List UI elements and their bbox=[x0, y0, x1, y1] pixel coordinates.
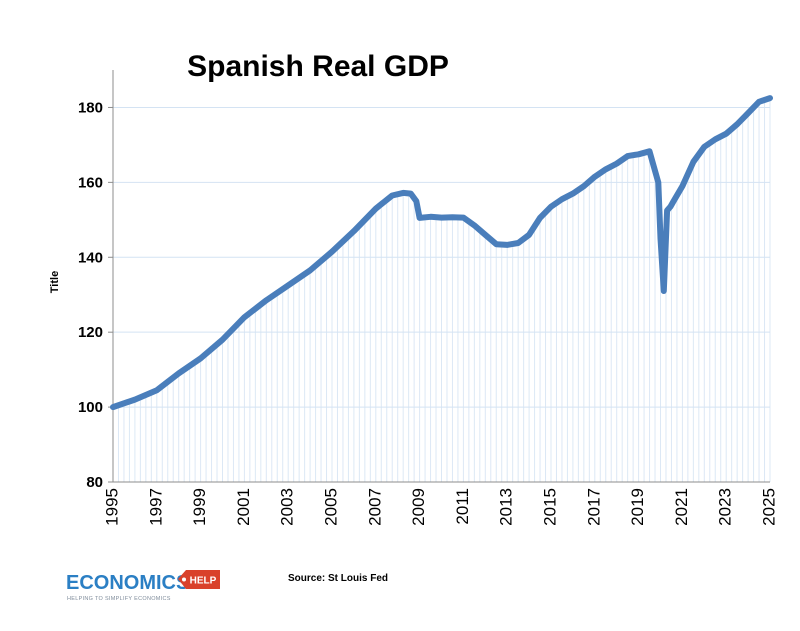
x-tick-label: 1997 bbox=[146, 488, 165, 526]
y-tick-label: 140 bbox=[78, 249, 103, 266]
source-note: Source: St Louis Fed bbox=[288, 573, 388, 584]
logo-tag-hole-icon bbox=[182, 577, 186, 582]
x-tick-label: 2023 bbox=[716, 488, 735, 526]
x-tick-label: 2003 bbox=[278, 488, 297, 526]
logo-main-text: ECONOMICS bbox=[66, 572, 189, 594]
y-axis-label: Title bbox=[49, 271, 61, 293]
y-tick-label: 80 bbox=[86, 474, 103, 491]
x-tick-label: 2001 bbox=[234, 488, 253, 526]
x-tick-label: 2011 bbox=[453, 488, 472, 525]
x-tick-labels: 1995 1997 1999 2001 2003 2005 2007 2009 2011 2013… bbox=[102, 488, 778, 526]
y-tick-label: 160 bbox=[78, 174, 103, 191]
y-tick-labels: 80 100 120 140 160 180 bbox=[78, 99, 113, 491]
x-tick-label: 2021 bbox=[672, 488, 691, 526]
y-tick-label: 120 bbox=[78, 324, 103, 341]
x-tick-label: 1995 bbox=[102, 488, 121, 526]
x-tick-label: 2019 bbox=[628, 488, 647, 526]
series-line-spanish-real-gdp bbox=[110, 95, 773, 411]
x-tick-label: 2025 bbox=[759, 488, 778, 526]
chart-title: Spanish Real GDP bbox=[187, 50, 449, 83]
x-tick-label: 1999 bbox=[190, 488, 209, 526]
x-tick-label: 2015 bbox=[540, 488, 559, 526]
vertical-hatching bbox=[112, 98, 771, 482]
logo-tagline: HELPING TO SIMPLIFY ECONOMICS bbox=[67, 596, 171, 602]
x-tick-label: 2017 bbox=[584, 488, 603, 526]
y-tick-label: 100 bbox=[78, 399, 103, 416]
logo-tag-shape bbox=[178, 570, 220, 589]
x-tick-label: 2013 bbox=[497, 488, 516, 526]
x-tick-label: 2009 bbox=[409, 488, 428, 526]
economics-help-logo: ECONOMICS HELP HELPING TO SIMPLIFY ECONO… bbox=[66, 570, 220, 602]
x-tick-label: 2005 bbox=[321, 488, 340, 526]
y-tick-label: 180 bbox=[78, 99, 103, 116]
logo-tag-text: HELP bbox=[190, 576, 217, 587]
x-tick-label: 2007 bbox=[365, 488, 384, 526]
